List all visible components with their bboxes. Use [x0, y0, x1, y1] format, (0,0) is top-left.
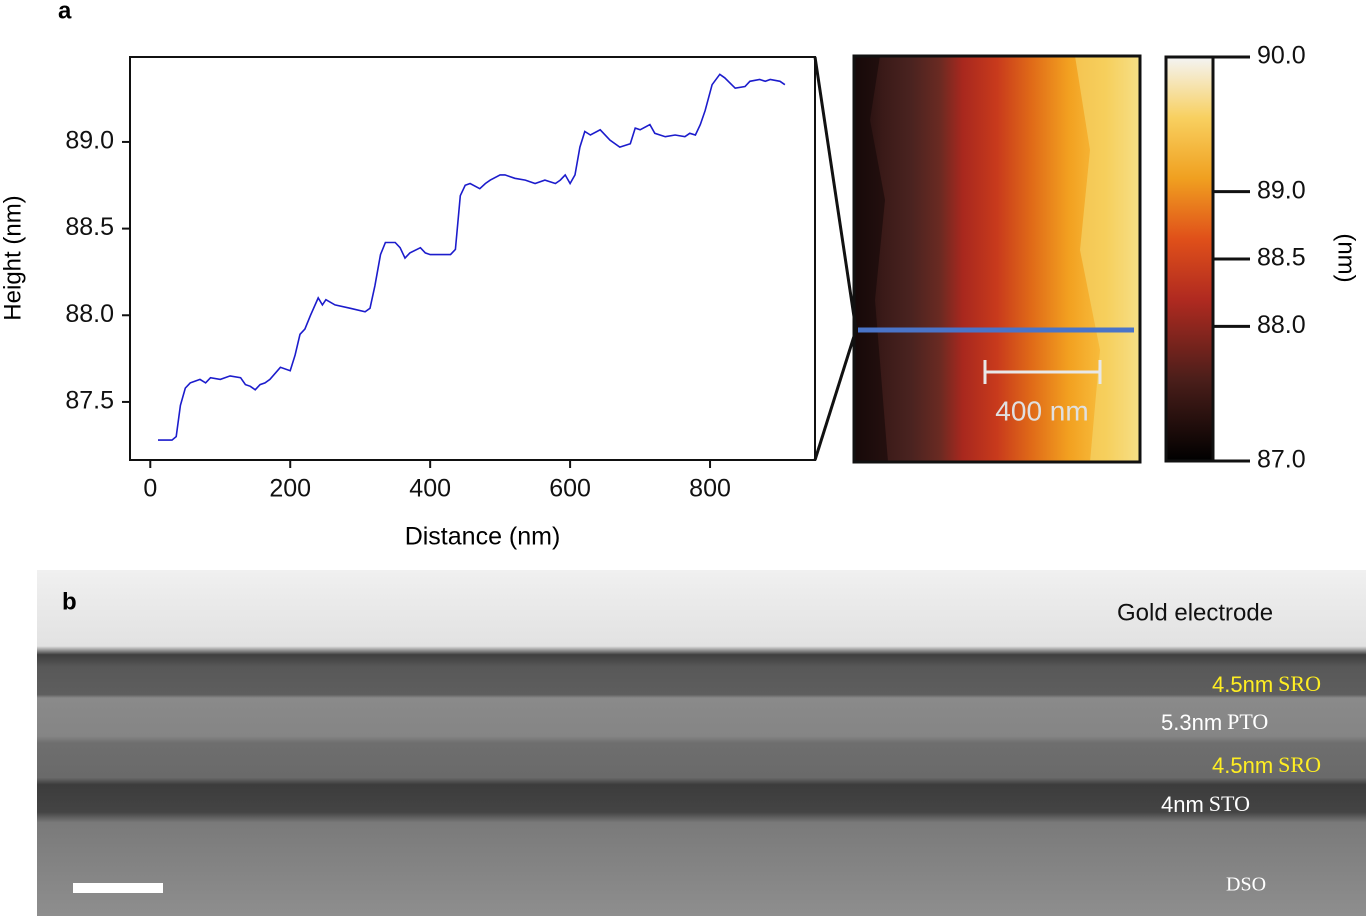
- layer-label: 4.5nm SRO: [1212, 671, 1321, 697]
- electrode-label: Gold electrode: [1117, 599, 1273, 626]
- tem-image: [37, 570, 1366, 916]
- colorbar-tick-label: 89.0: [1257, 176, 1306, 204]
- scale-bar: [983, 360, 1102, 384]
- substrate-label: DSO: [1226, 874, 1266, 896]
- x-tick-label: 400: [409, 475, 451, 503]
- x-tick-label: 200: [269, 475, 311, 503]
- connector: [813, 329, 858, 461]
- layer-thickness: 5.3nm: [1161, 710, 1222, 735]
- panel-label: a: [58, 0, 72, 24]
- afm-terrace: [1075, 56, 1140, 462]
- y-axis-label: Height (nm): [0, 195, 26, 320]
- panel-label: b: [62, 588, 77, 615]
- afm-frame: [852, 54, 1142, 464]
- height-profile: [158, 73, 786, 441]
- colorbar-label: (nm): [1333, 233, 1360, 282]
- layer-thickness: 4.5nm: [1212, 672, 1273, 697]
- x-axis-label: Distance (nm): [405, 523, 561, 551]
- colorbar-tick-label: 87.0: [1257, 446, 1306, 474]
- colorbar-tick-label: 88.0: [1257, 311, 1306, 339]
- layer-material: SRO: [1278, 671, 1321, 696]
- y-tick-label: 88.0: [65, 300, 114, 328]
- x-tick-label: 0: [143, 475, 157, 503]
- layer-thickness: 4.5nm: [1212, 753, 1273, 778]
- y-tick-label: 89.0: [65, 127, 114, 155]
- x-tick-label: 600: [549, 475, 591, 503]
- colorbar-tick-label: 90.0: [1257, 42, 1306, 70]
- connector: [813, 56, 858, 331]
- layer-material: PTO: [1227, 709, 1268, 734]
- layer-label: 4nm STO: [1161, 791, 1250, 817]
- x-tick-label: 800: [689, 475, 731, 503]
- plot-frame: [129, 56, 816, 461]
- scale-bar-label: 400 nm: [995, 395, 1088, 426]
- colorbar-tick-label: 88.5: [1257, 244, 1306, 272]
- y-tick-label: 88.5: [65, 213, 114, 241]
- layer-thickness: 4nm: [1161, 792, 1204, 817]
- tem-scale-bar: [73, 883, 163, 893]
- y-tick-label: 87.5: [65, 387, 114, 415]
- layer-material: STO: [1209, 791, 1250, 816]
- colorbar: [1164, 55, 1215, 463]
- afm-terrace: [854, 56, 888, 462]
- layer-material: SRO: [1278, 752, 1321, 777]
- layer-label: 5.3nm PTO: [1161, 709, 1268, 735]
- layer-label: 4.5nm SRO: [1212, 752, 1321, 778]
